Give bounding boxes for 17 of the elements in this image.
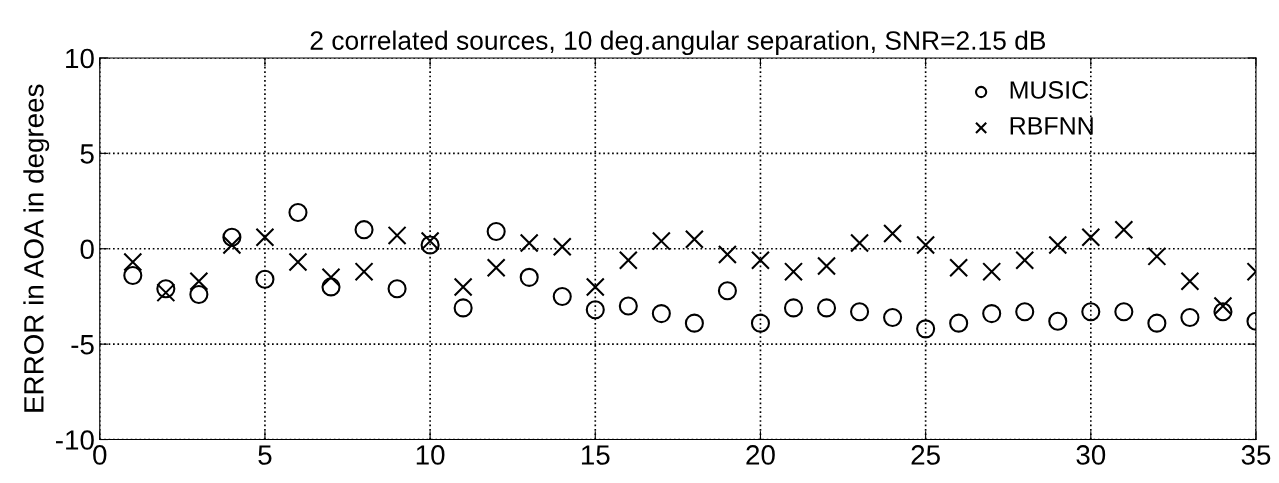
y-tick-label: -10 [55,430,94,450]
x-tick-label: 15 [581,445,610,465]
x-tick-label: 35 [1241,445,1271,465]
x-tick-label: 10 [416,445,445,465]
x-tick-label: 25 [911,445,940,465]
y-tick-label: 0 [80,239,94,260]
y-tick-label: 5 [80,144,94,164]
x-tick-label: 20 [746,445,775,465]
y-axis-title: ERROR in AOA in degrees [23,84,50,412]
chart-title: 2 correlated sources, 10 deg.angular separation, SNR=2.15 dB [310,30,1046,56]
y-tick-label: 10 [66,48,94,69]
x-tick-label: 30 [1076,445,1106,465]
x-tick-label: 0 [93,445,107,465]
y-tick-label: -5 [71,335,94,355]
x-tick-label: 5 [258,445,272,465]
legend-label: MUSIC [1010,81,1089,99]
legend-label: RBFNN [1010,117,1093,135]
